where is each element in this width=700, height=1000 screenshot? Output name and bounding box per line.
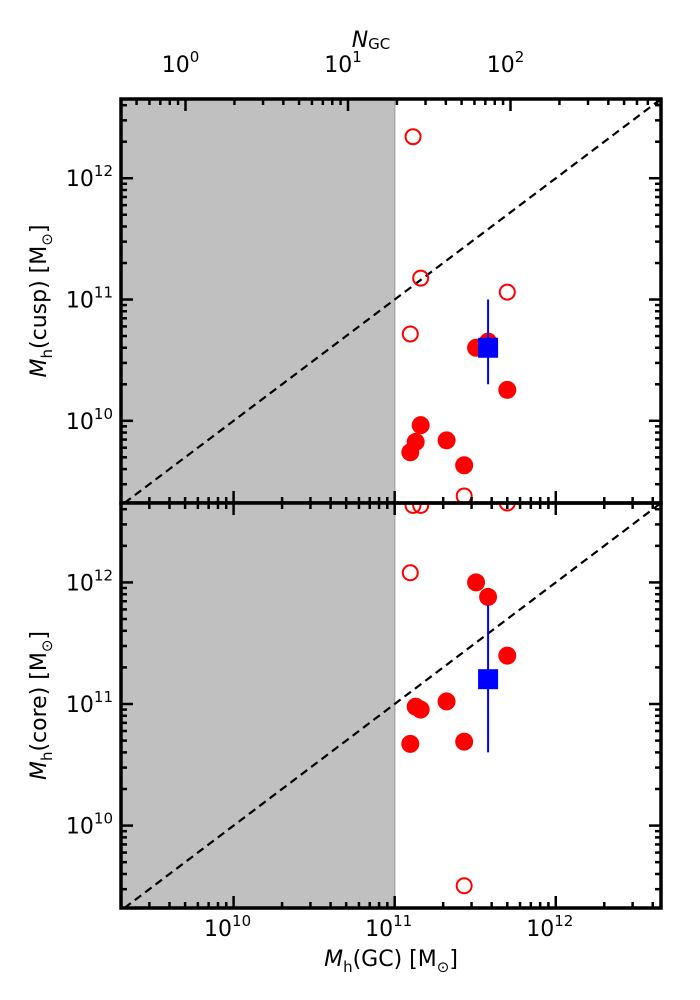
- filled-circle-point: [411, 700, 430, 719]
- x-tick-label: 1011: [365, 912, 412, 942]
- y-tick-label-base: 10: [66, 410, 94, 435]
- top-axis-label: NGC: [352, 28, 391, 53]
- top-y-axis-label-end: ]: [27, 225, 52, 234]
- x-tick-label-exponent: 11: [393, 912, 412, 930]
- open-circle-point: [401, 564, 419, 582]
- top-plot-area: [121, 99, 661, 503]
- top-y-axis-label-tail: (cusp) [M: [27, 246, 52, 349]
- open-circle-point: [498, 283, 516, 301]
- top-tick-label-base: 10: [324, 53, 352, 78]
- bottom-y-axis-label-tail: (core) [M: [27, 652, 52, 751]
- top-tick-label: 102: [487, 48, 525, 78]
- top-axis-label-sub: GC: [368, 35, 390, 53]
- y-tick-label-exponent: 11: [94, 688, 113, 706]
- bottom-plot-area: [121, 503, 661, 908]
- x-tick-label-base: 10: [204, 917, 232, 942]
- open-circle-point: [455, 487, 473, 503]
- open-circle-point: [455, 877, 473, 895]
- x-tick-label: 1010: [204, 912, 251, 942]
- open-circle-point: [498, 503, 516, 512]
- y-tick-label-base: 10: [66, 167, 94, 192]
- x-tick-label-base: 10: [526, 917, 554, 942]
- y-tick-label-base: 10: [66, 289, 94, 314]
- y-tick-label-base: 10: [66, 571, 94, 596]
- x-axis-label: Mh(GC) [M⊙]: [324, 947, 458, 976]
- mean-square-point: [478, 669, 499, 690]
- y-tick-label: 1012: [66, 162, 113, 192]
- open-circle-point: [404, 503, 422, 514]
- y-tick-label: 1012: [66, 566, 113, 596]
- bottom-y-axis-label-sub: h: [38, 752, 56, 762]
- top-tick-label-exponent: 2: [515, 48, 525, 66]
- y-tick-label-base: 10: [66, 815, 94, 840]
- top-y-axis-label-main: M: [27, 358, 52, 377]
- x-axis-label-tail: (GC) [M: [353, 947, 437, 972]
- open-circle-point: [412, 503, 430, 514]
- filled-circle-point: [455, 732, 474, 751]
- y-tick-label: 1010: [66, 810, 113, 840]
- x-tick-label: 1012: [526, 912, 573, 942]
- filled-circle-point: [401, 734, 420, 753]
- one-to-one-line: [123, 99, 661, 503]
- shaded-region: [121, 99, 395, 503]
- y-tick-label-exponent: 12: [94, 566, 113, 584]
- one-to-one-line: [123, 503, 661, 908]
- top-tick-label: 101: [324, 48, 362, 78]
- filled-circle-point: [498, 380, 517, 399]
- top-tick-label-exponent: 1: [352, 48, 362, 66]
- open-circle-point: [404, 128, 422, 146]
- bottom-y-axis-label-sun: ⊙: [38, 640, 56, 653]
- y-tick-label-exponent: 10: [94, 405, 113, 423]
- x-tick-label-base: 10: [365, 917, 393, 942]
- x-axis-label-end: ]: [449, 947, 458, 972]
- open-circle-point: [401, 325, 419, 343]
- top-y-axis-label-sun: ⊙: [38, 233, 56, 246]
- x-axis-label-sub: h: [343, 958, 353, 976]
- top-tick-label-exponent: 0: [190, 48, 200, 66]
- y-tick-label: 1010: [66, 405, 113, 435]
- open-circle-point: [412, 269, 430, 287]
- top-axis-label-main: N: [352, 28, 368, 53]
- filled-circle-point: [437, 692, 456, 711]
- top-ticks: [119, 103, 661, 503]
- filled-circle-point: [406, 432, 425, 451]
- filled-circle-point: [498, 646, 517, 665]
- x-tick-label-exponent: 12: [554, 912, 573, 930]
- filled-circle-point: [455, 456, 474, 475]
- y-tick-label-exponent: 12: [94, 162, 113, 180]
- y-tick-label-exponent: 11: [94, 284, 113, 302]
- filled-circle-point: [411, 416, 430, 435]
- y-tick-label: 1011: [66, 688, 113, 718]
- top-tick-label-base: 10: [487, 53, 515, 78]
- bottom-y-axis-label: Mh(core) [M⊙]: [27, 631, 56, 780]
- x-axis-label-sun: ⊙: [437, 958, 450, 976]
- bottom-ticks: [119, 503, 661, 908]
- top-tick-label-base: 10: [162, 53, 190, 78]
- filled-circle-point: [467, 573, 486, 592]
- y-tick-label-base: 10: [66, 693, 94, 718]
- top-tick-label: 100: [162, 48, 200, 78]
- bottom-y-axis-label-main: M: [27, 761, 52, 780]
- top-y-axis-label-sub: h: [38, 349, 56, 359]
- x-tick-label-exponent: 10: [232, 912, 251, 930]
- y-tick-label: 1011: [66, 284, 113, 314]
- bottom-y-axis-label-end: ]: [27, 631, 52, 640]
- mean-square-point: [478, 337, 499, 358]
- shaded-region: [121, 503, 395, 908]
- x-axis-label-main: M: [324, 947, 343, 972]
- bottom-frame: [119, 501, 663, 910]
- filled-circle-point: [437, 431, 456, 450]
- filled-circle-point: [479, 587, 498, 606]
- top-y-axis-label: Mh(cusp) [M⊙]: [27, 225, 56, 378]
- y-tick-label-exponent: 10: [94, 810, 113, 828]
